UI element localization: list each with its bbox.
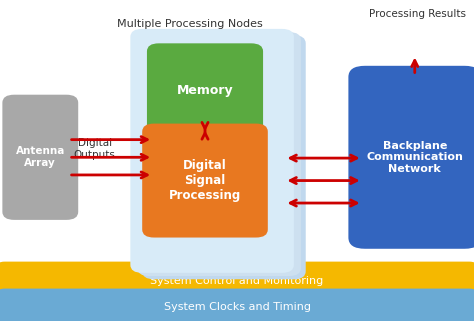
FancyBboxPatch shape [137,32,301,276]
FancyBboxPatch shape [0,262,474,299]
FancyBboxPatch shape [0,289,474,321]
Text: Memory: Memory [177,84,233,97]
Text: Multiple Processing Nodes: Multiple Processing Nodes [117,19,263,29]
Text: Backplane
Communication
Network: Backplane Communication Network [366,141,463,174]
FancyBboxPatch shape [2,95,78,220]
FancyBboxPatch shape [348,66,474,249]
Text: System Clocks and Timing: System Clocks and Timing [164,302,310,312]
Text: Digital
Outputs: Digital Outputs [74,138,116,160]
Text: System Control and Monitoring: System Control and Monitoring [150,275,324,286]
FancyBboxPatch shape [147,43,263,138]
Text: Digital
Signal
Processing: Digital Signal Processing [169,159,241,202]
Text: Antenna
Array: Antenna Array [16,146,65,168]
FancyBboxPatch shape [142,35,306,279]
FancyBboxPatch shape [130,29,294,273]
FancyBboxPatch shape [142,124,268,238]
Text: Processing Results: Processing Results [369,9,465,20]
